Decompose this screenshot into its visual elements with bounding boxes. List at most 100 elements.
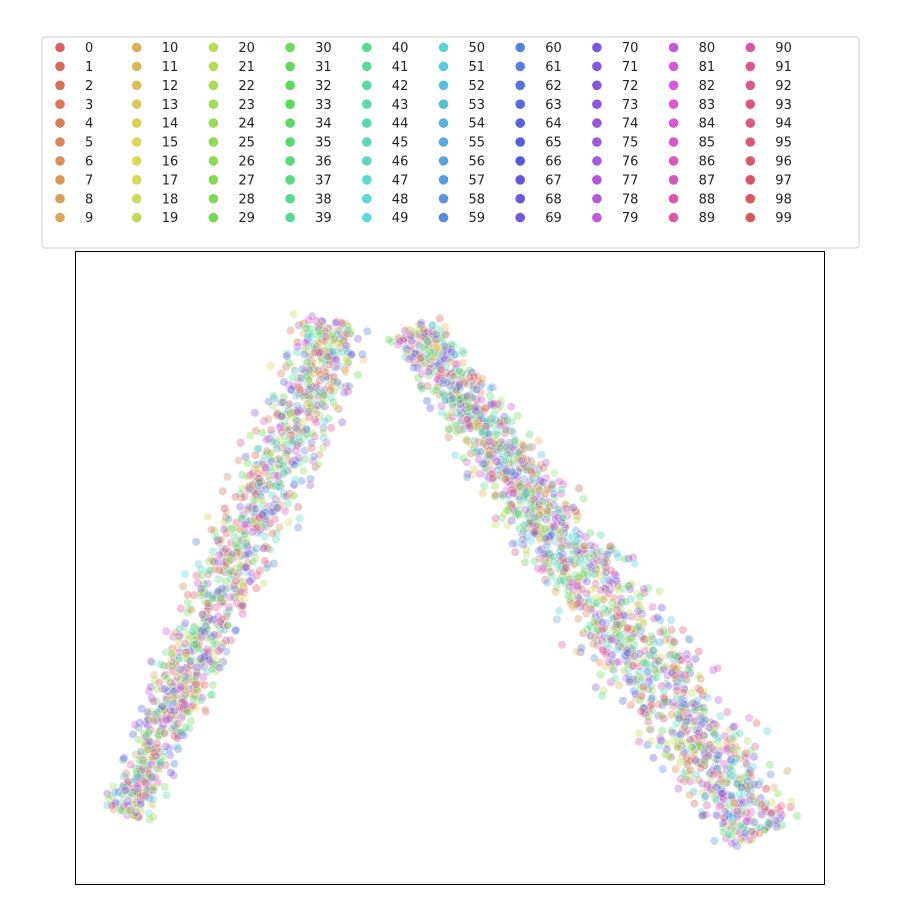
legend-marker-13 xyxy=(131,99,142,109)
legend-marker-11 xyxy=(131,61,142,72)
scatter-point xyxy=(526,499,536,509)
scatter-point xyxy=(104,793,114,803)
scatter-point xyxy=(687,742,697,752)
scatter-point xyxy=(523,455,533,465)
scatter-point xyxy=(353,370,363,380)
legend-marker-97 xyxy=(745,175,756,185)
scatter-point xyxy=(476,395,486,405)
scatter-point xyxy=(572,647,582,657)
legend-marker-72 xyxy=(592,80,602,91)
scatter-point xyxy=(729,798,739,808)
legend-label-38: 38 xyxy=(315,192,332,207)
scatter-point xyxy=(744,713,754,723)
scatter-point xyxy=(331,362,341,372)
scatter-point xyxy=(564,574,574,584)
scatter-point xyxy=(740,828,750,838)
legend-label-28: 28 xyxy=(238,192,255,207)
scatter-point xyxy=(266,361,276,371)
legend-label-8: 8 xyxy=(85,192,93,207)
legend-marker-62 xyxy=(515,80,525,91)
scatter-point xyxy=(489,399,499,409)
scatter-point xyxy=(282,351,292,361)
scatter-point xyxy=(422,396,432,406)
scatter-point xyxy=(578,494,588,504)
scatter-point xyxy=(491,415,501,425)
scatter-point xyxy=(288,373,298,383)
scatter-point xyxy=(148,812,158,822)
scatter-point xyxy=(197,610,207,620)
scatter-point xyxy=(227,524,237,534)
scatter-point xyxy=(270,463,280,473)
scatter-point xyxy=(289,480,299,490)
legend-marker-38 xyxy=(285,193,295,204)
legend-marker-0 xyxy=(55,42,65,53)
legend-label-59: 59 xyxy=(469,211,486,226)
scatter-point xyxy=(444,425,454,435)
legend-label-26: 26 xyxy=(238,155,255,170)
legend-label-33: 33 xyxy=(315,98,332,113)
scatter-point xyxy=(654,586,664,596)
scatter-point xyxy=(549,468,559,478)
scatter-point xyxy=(735,728,745,738)
legend-marker-75 xyxy=(592,137,602,147)
scatter-point xyxy=(219,524,229,534)
scatter-point xyxy=(409,363,419,373)
scatter-point xyxy=(667,668,677,678)
scatter-point xyxy=(674,713,684,723)
scatter-point xyxy=(483,450,493,460)
scatter-point xyxy=(704,740,714,750)
scatter-point xyxy=(757,799,767,809)
scatter-point xyxy=(570,537,580,547)
scatter-point xyxy=(623,623,633,633)
legend-label-22: 22 xyxy=(238,79,255,94)
legend-marker-51 xyxy=(438,61,449,72)
legend-label-13: 13 xyxy=(162,98,179,113)
scatter-point xyxy=(503,505,513,515)
scatter-point xyxy=(414,341,424,351)
scatter-point xyxy=(540,524,550,534)
legend-label-97: 97 xyxy=(775,173,792,188)
scatter-point xyxy=(180,569,190,579)
scatter-point xyxy=(269,393,279,403)
scatter-point xyxy=(601,649,611,659)
legend-marker-42 xyxy=(362,80,372,91)
legend-marker-79 xyxy=(592,212,602,223)
scatter-point xyxy=(283,380,293,390)
scatter-point xyxy=(304,412,314,422)
scatter-point xyxy=(284,358,294,368)
scatter-point xyxy=(419,325,429,335)
scatter-point xyxy=(284,517,294,527)
scatter-point xyxy=(230,626,240,636)
scatter-point xyxy=(656,736,666,746)
scatter-point xyxy=(294,432,304,442)
scatter-point xyxy=(648,753,658,763)
legend-marker-80 xyxy=(668,42,679,53)
legend-marker-66 xyxy=(515,156,525,166)
legend-label-72: 72 xyxy=(622,79,639,94)
scatter-point xyxy=(179,622,189,632)
scatter-point xyxy=(279,488,289,498)
legend-label-50: 50 xyxy=(469,41,486,56)
scatter-point xyxy=(638,618,648,628)
scatter-point xyxy=(455,394,465,404)
legend-label-55: 55 xyxy=(469,136,486,151)
scatter-point xyxy=(234,455,244,465)
scatter-point xyxy=(669,637,679,647)
scatter-point xyxy=(748,762,758,772)
scatter-point xyxy=(147,800,157,810)
scatter-point xyxy=(404,354,414,364)
legend-marker-36 xyxy=(285,156,295,166)
scatter-point xyxy=(384,335,394,345)
scatter-point xyxy=(670,650,680,660)
scatter-point xyxy=(288,491,298,501)
scatter-point xyxy=(298,466,308,476)
legend-label-21: 21 xyxy=(238,60,255,75)
scatter-point xyxy=(552,614,562,624)
legend-marker-50 xyxy=(438,42,449,53)
scatter-point xyxy=(208,680,218,690)
legend-label-14: 14 xyxy=(162,117,179,132)
scatter-point xyxy=(708,789,718,799)
legend-label-0: 0 xyxy=(85,41,93,56)
scatter-point xyxy=(320,356,330,366)
scatter-point xyxy=(262,562,272,572)
